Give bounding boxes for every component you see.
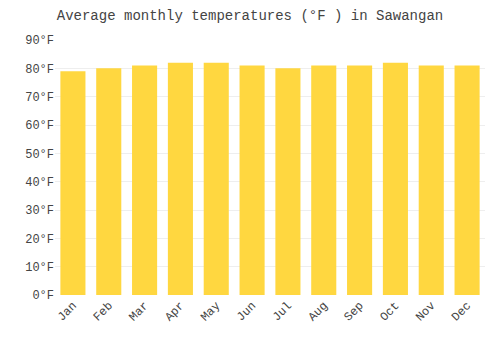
svg-text:0°F: 0°F xyxy=(32,289,54,303)
svg-text:Apr: Apr xyxy=(162,299,187,324)
svg-text:Nov: Nov xyxy=(413,299,438,324)
svg-text:80°F: 80°F xyxy=(25,63,54,77)
svg-text:50°F: 50°F xyxy=(25,148,54,162)
svg-text:Sep: Sep xyxy=(341,299,366,324)
svg-text:60°F: 60°F xyxy=(25,119,54,133)
svg-text:70°F: 70°F xyxy=(25,91,54,105)
svg-text:90°F: 90°F xyxy=(25,34,54,48)
svg-text:Average monthly temperatures (: Average monthly temperatures (°F ) in Sa… xyxy=(57,8,443,24)
svg-text:20°F: 20°F xyxy=(25,233,54,247)
svg-text:Dec: Dec xyxy=(449,299,474,324)
svg-text:Oct: Oct xyxy=(377,299,402,324)
svg-text:10°F: 10°F xyxy=(25,261,54,275)
svg-text:Jul: Jul xyxy=(270,299,295,324)
svg-text:Mar: Mar xyxy=(126,299,151,324)
svg-text:Aug: Aug xyxy=(306,299,331,324)
svg-text:May: May xyxy=(198,299,223,324)
svg-text:Jan: Jan xyxy=(55,299,80,324)
svg-text:Jun: Jun xyxy=(234,299,259,324)
svg-text:Feb: Feb xyxy=(91,299,116,324)
svg-text:40°F: 40°F xyxy=(25,176,54,190)
svg-text:30°F: 30°F xyxy=(25,204,54,218)
